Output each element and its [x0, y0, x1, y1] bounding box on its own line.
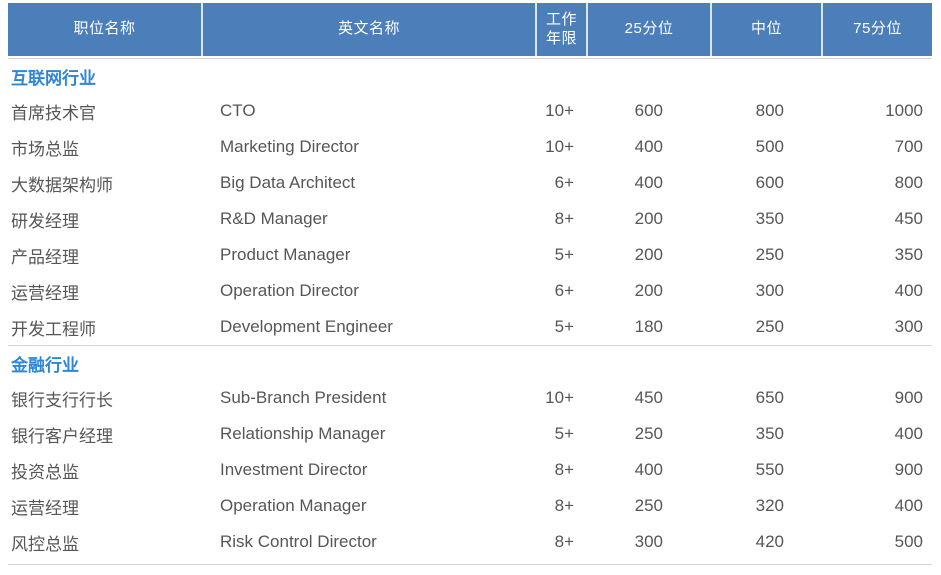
cell-p75: 400 — [894, 496, 923, 515]
table-row: 大数据架构师 Big Data Architect 6+ 400 600 800 — [8, 165, 932, 201]
table-row: 银行客户经理 Relationship Manager 5+ 250 350 400 — [8, 416, 932, 452]
cell-position-cn: 研发经理 — [11, 211, 79, 231]
cell-p25: 250 — [634, 496, 663, 515]
cell-position-cn: 运营经理 — [11, 498, 79, 518]
header-divider — [8, 58, 932, 59]
table-row: 运营经理 Operation Manager 8+ 250 320 400 — [8, 488, 932, 524]
cell-p25: 180 — [634, 317, 663, 336]
table-row: 开发工程师 Development Engineer 5+ 180 250 300 — [8, 309, 932, 345]
cell-median: 550 — [755, 460, 784, 479]
cell-position-en: Big Data Architect — [220, 173, 356, 192]
cell-p75: 900 — [894, 460, 923, 479]
cell-p75: 800 — [894, 173, 923, 192]
cell-p25: 200 — [634, 245, 663, 264]
column-header-median: 中位 — [712, 3, 823, 56]
cell-median: 320 — [755, 496, 784, 515]
cell-years: 5+ — [554, 245, 574, 264]
cell-years: 5+ — [554, 317, 574, 336]
column-header-position-cn: 职位名称 — [8, 3, 203, 56]
section-label-internet: 互联网行业 — [11, 68, 96, 88]
cell-median: 600 — [755, 173, 784, 192]
table-row: 风控总监 Risk Control Director 8+ 300 420 500 — [8, 524, 932, 560]
cell-position-cn: 风控总监 — [11, 534, 79, 554]
cell-p75: 300 — [894, 317, 923, 336]
cell-position-cn: 开发工程师 — [11, 319, 96, 339]
column-header-p75: 75分位 — [853, 20, 902, 38]
table-row: 首席技术官 CTO 10+ 600 800 1000 — [8, 93, 932, 129]
cell-median: 650 — [755, 388, 784, 407]
cell-position-en: Marketing Director — [220, 137, 359, 156]
cell-years: 10+ — [545, 388, 574, 407]
cell-p75: 400 — [894, 281, 923, 300]
cell-median: 250 — [755, 245, 784, 264]
cell-p25: 400 — [634, 460, 663, 479]
cell-p25: 400 — [634, 173, 663, 192]
cell-p75: 450 — [894, 209, 923, 228]
cell-position-cn: 运营经理 — [11, 283, 79, 303]
cell-years: 10+ — [545, 101, 574, 120]
cell-p75: 1000 — [885, 101, 923, 120]
cell-position-cn: 市场总监 — [11, 139, 79, 159]
cell-median: 350 — [755, 424, 784, 443]
cell-position-en: Product Manager — [220, 245, 351, 264]
cell-years: 5+ — [554, 424, 574, 443]
table-header-row: 职位名称 英文名称 工作 年限 25分位 中位 75分位 — [8, 3, 932, 56]
cell-position-en: CTO — [220, 101, 256, 120]
cell-p25: 200 — [634, 209, 663, 228]
table-row: 运营经理 Operation Director 6+ 200 300 400 — [8, 273, 932, 309]
cell-p25: 250 — [634, 424, 663, 443]
cell-median: 350 — [755, 209, 784, 228]
cell-p25: 300 — [634, 532, 663, 551]
cell-position-en: Operation Manager — [220, 496, 367, 515]
column-header-p25: 25分位 — [588, 3, 712, 56]
cell-median: 420 — [755, 532, 784, 551]
cell-position-en: Relationship Manager — [220, 424, 386, 443]
cell-position-en: Investment Director — [220, 460, 368, 479]
section-divider — [8, 345, 932, 346]
cell-p75: 400 — [894, 424, 923, 443]
cell-years: 6+ — [554, 173, 574, 192]
cell-p75: 900 — [894, 388, 923, 407]
cell-median: 500 — [755, 137, 784, 156]
cell-position-cn: 银行支行行长 — [11, 390, 113, 410]
table-row: 产品经理 Product Manager 5+ 200 250 350 — [8, 237, 932, 273]
cell-years: 8+ — [554, 460, 574, 479]
cell-years: 6+ — [554, 281, 574, 300]
cell-p25: 400 — [634, 137, 663, 156]
cell-p25: 200 — [634, 281, 663, 300]
cell-median: 300 — [755, 281, 784, 300]
column-header-position-en: 英文名称 — [203, 3, 537, 56]
cell-position-cn: 投资总监 — [11, 462, 79, 482]
table-row: 投资总监 Investment Director 8+ 400 550 900 — [8, 452, 932, 488]
cell-position-en: R&D Manager — [220, 209, 328, 228]
cell-position-en: Risk Control Director — [220, 532, 377, 551]
table-body: 互联网行业首席技术官 CTO 10+ 600 800 1000 市场总监 Marketing … — [8, 59, 932, 560]
cell-p75: 500 — [894, 532, 923, 551]
bottom-divider — [8, 564, 932, 565]
salary-table: 职位名称 英文名称 工作 年限 25分位 中位 75分位 互联网行业首席技术官 C… — [8, 3, 932, 565]
cell-years: 8+ — [554, 496, 574, 515]
cell-position-en: Development Engineer — [220, 317, 393, 336]
cell-position-en: Operation Director — [220, 281, 359, 300]
cell-p75: 350 — [894, 245, 923, 264]
table-row: 研发经理 R&D Manager 8+ 200 350 450 — [8, 201, 932, 237]
cell-years: 10+ — [545, 137, 574, 156]
cell-median: 800 — [755, 101, 784, 120]
column-header-years: 工作 年限 — [537, 3, 588, 56]
cell-p25: 450 — [634, 388, 663, 407]
section-label-finance: 金融行业 — [11, 355, 79, 375]
table-row: 市场总监 Marketing Director 10+ 400 500 700 — [8, 129, 932, 165]
cell-years: 8+ — [554, 209, 574, 228]
cell-position-cn: 首席技术官 — [11, 103, 96, 123]
cell-position-cn: 银行客户经理 — [11, 426, 113, 446]
cell-p25: 600 — [634, 101, 663, 120]
cell-years: 8+ — [554, 532, 574, 551]
cell-median: 250 — [755, 317, 784, 336]
cell-position-cn: 产品经理 — [11, 247, 79, 267]
cell-position-en: Sub-Branch President — [220, 388, 387, 407]
cell-position-cn: 大数据架构师 — [11, 175, 113, 195]
cell-p75: 700 — [894, 137, 923, 156]
table-row: 银行支行行长 Sub-Branch President 10+ 450 650 900 — [8, 380, 932, 416]
